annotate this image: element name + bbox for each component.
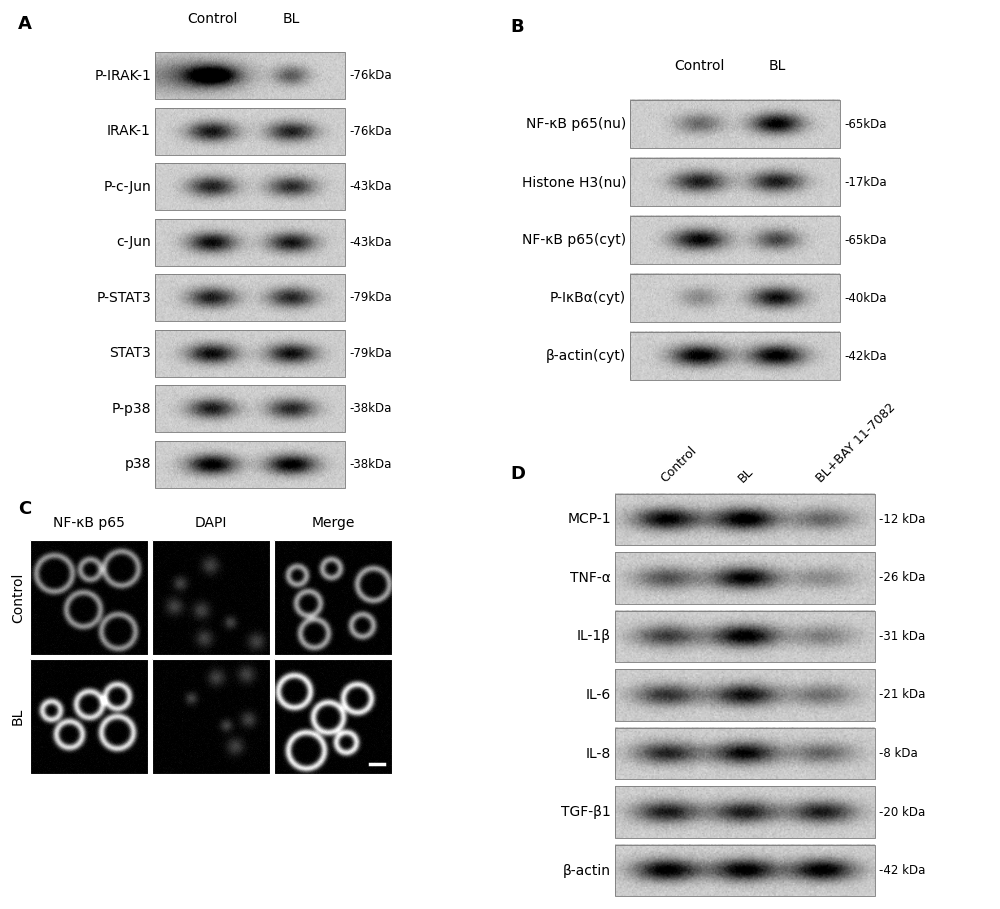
Text: NF-κB p65(nu): NF-κB p65(nu) — [526, 117, 626, 131]
Text: IRAK-1: IRAK-1 — [107, 125, 151, 138]
Text: IL-6: IL-6 — [586, 688, 611, 702]
Text: P-IκBα(cyt): P-IκBα(cyt) — [550, 291, 626, 305]
Text: BL: BL — [11, 708, 25, 725]
Text: TNF-α: TNF-α — [570, 571, 611, 584]
Text: BL: BL — [736, 464, 756, 485]
Bar — [615, 845, 875, 896]
Text: -42 kDa: -42 kDa — [879, 864, 925, 877]
Text: NF-κB p65: NF-κB p65 — [53, 516, 125, 530]
Text: B: B — [510, 18, 524, 36]
Text: -65kDa: -65kDa — [844, 234, 887, 246]
Bar — [630, 215, 840, 265]
Text: -76kDa: -76kDa — [349, 69, 392, 82]
Text: -76kDa: -76kDa — [349, 125, 392, 138]
Text: Histone H3(nu): Histone H3(nu) — [522, 175, 626, 189]
Text: Control: Control — [11, 573, 25, 623]
Bar — [152, 540, 270, 655]
Text: IL-1β: IL-1β — [577, 629, 611, 644]
Text: NF-κB p65(cyt): NF-κB p65(cyt) — [522, 233, 626, 247]
Bar — [30, 540, 148, 655]
Text: -26 kDa: -26 kDa — [879, 572, 925, 584]
Text: P-STAT3: P-STAT3 — [96, 291, 151, 305]
Bar — [155, 108, 345, 155]
Text: -79kDa: -79kDa — [349, 346, 392, 360]
Bar — [155, 385, 345, 432]
Text: -21 kDa: -21 kDa — [879, 688, 925, 702]
Text: β-actin(cyt): β-actin(cyt) — [546, 349, 626, 363]
Text: BL+BAY 11-7082: BL+BAY 11-7082 — [814, 401, 898, 485]
Bar — [155, 330, 345, 376]
Bar — [630, 157, 840, 206]
Bar — [615, 494, 875, 545]
Text: Control: Control — [674, 59, 724, 73]
Text: -20 kDa: -20 kDa — [879, 805, 925, 819]
Bar — [615, 728, 875, 779]
Text: -38kDa: -38kDa — [349, 458, 391, 471]
Bar — [155, 219, 345, 265]
Text: Control: Control — [658, 444, 699, 485]
Text: c-Jun: c-Jun — [116, 235, 151, 249]
Bar — [155, 275, 345, 321]
Bar — [615, 552, 875, 604]
Bar — [615, 786, 875, 838]
Bar — [615, 611, 875, 662]
Text: D: D — [510, 465, 525, 483]
Text: Control: Control — [187, 12, 237, 26]
Bar — [155, 441, 345, 487]
Text: -17kDa: -17kDa — [844, 175, 887, 188]
Text: -79kDa: -79kDa — [349, 291, 392, 305]
Text: -43kDa: -43kDa — [349, 180, 392, 194]
Text: -31 kDa: -31 kDa — [879, 630, 925, 643]
Text: β-actin: β-actin — [563, 864, 611, 878]
Text: -40kDa: -40kDa — [844, 292, 887, 305]
Bar — [155, 164, 345, 210]
Bar — [630, 332, 840, 380]
Text: BL: BL — [768, 59, 786, 73]
Text: A: A — [18, 15, 32, 33]
Text: C: C — [18, 500, 31, 518]
Bar — [630, 274, 840, 323]
Bar — [630, 100, 840, 148]
Text: P-IRAK-1: P-IRAK-1 — [94, 69, 151, 83]
Bar — [274, 659, 392, 774]
Text: MCP-1: MCP-1 — [567, 513, 611, 526]
Text: TGF-β1: TGF-β1 — [561, 805, 611, 819]
Text: P-c-Jun: P-c-Jun — [103, 180, 151, 194]
Text: -8 kDa: -8 kDa — [879, 747, 918, 760]
Text: -43kDa: -43kDa — [349, 235, 392, 249]
Text: p38: p38 — [124, 457, 151, 471]
Text: IL-8: IL-8 — [586, 746, 611, 761]
Bar — [30, 659, 148, 774]
Text: -12 kDa: -12 kDa — [879, 513, 925, 525]
Text: -38kDa: -38kDa — [349, 403, 391, 415]
Text: BL: BL — [283, 12, 300, 26]
Bar — [615, 669, 875, 721]
Text: STAT3: STAT3 — [109, 346, 151, 360]
Bar — [155, 53, 345, 99]
Bar — [274, 540, 392, 655]
Text: P-p38: P-p38 — [112, 402, 151, 415]
Text: DAPI: DAPI — [195, 516, 227, 530]
Text: -65kDa: -65kDa — [844, 117, 887, 131]
Text: Merge: Merge — [311, 516, 355, 530]
Bar — [152, 659, 270, 774]
Text: -42kDa: -42kDa — [844, 349, 887, 363]
